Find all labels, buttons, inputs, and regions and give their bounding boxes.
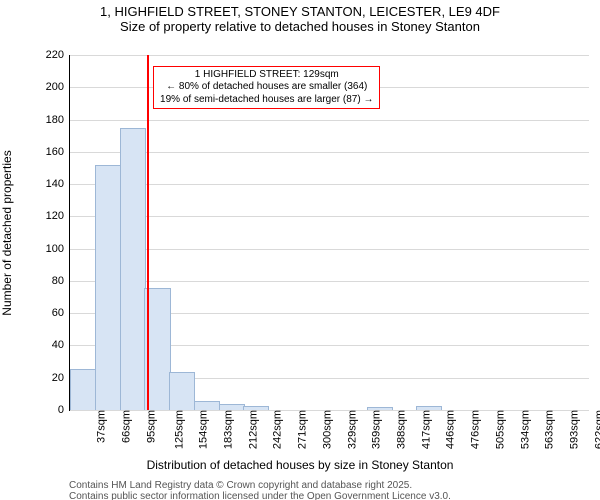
title-line-1: 1, HIGHFIELD STREET, STONEY STANTON, LEI…	[0, 4, 600, 19]
xtick-label: 154sqm	[192, 410, 210, 449]
footer-line-2: Contains public sector information licen…	[69, 491, 451, 500]
histogram-bar	[169, 372, 195, 410]
xtick-label: 271sqm	[291, 410, 309, 449]
xtick-label: 66sqm	[115, 410, 133, 443]
annotation-line: 19% of semi-detached houses are larger (…	[160, 94, 373, 107]
histogram-bar	[95, 165, 121, 410]
ytick-label: 220	[46, 49, 70, 61]
xtick-label: 622sqm	[587, 410, 600, 449]
xtick-label: 212sqm	[241, 410, 259, 449]
ytick-label: 140	[46, 178, 70, 190]
annotation-line: 1 HIGHFIELD STREET: 129sqm	[160, 69, 373, 82]
footer-block: Contains HM Land Registry data © Crown c…	[69, 480, 451, 500]
xtick-label: 300sqm	[315, 410, 333, 449]
xtick-label: 593sqm	[562, 410, 580, 449]
histogram-bar	[70, 369, 96, 410]
ytick-label: 180	[46, 114, 70, 126]
xtick-label: 242sqm	[266, 410, 284, 449]
histogram-bar	[194, 401, 220, 410]
ytick-label: 60	[52, 307, 70, 319]
xtick-label: 125sqm	[167, 410, 185, 449]
ytick-label: 120	[46, 210, 70, 222]
x-axis-label: Distribution of detached houses by size …	[0, 458, 600, 472]
annotation-box: 1 HIGHFIELD STREET: 129sqm← 80% of detac…	[153, 66, 380, 110]
plot-area: 02040608010012014016018020022037sqm66sqm…	[69, 55, 589, 411]
xtick-label: 476sqm	[464, 410, 482, 449]
xtick-label: 505sqm	[488, 410, 506, 449]
ytick-label: 200	[46, 81, 70, 93]
figure: 1, HIGHFIELD STREET, STONEY STANTON, LEI…	[0, 0, 600, 500]
footer-line-1: Contains HM Land Registry data © Crown c…	[69, 480, 451, 491]
annotation-line: ← 80% of detached houses are smaller (36…	[160, 81, 373, 94]
reference-line	[147, 55, 149, 410]
xtick-label: 417sqm	[414, 410, 432, 449]
ytick-label: 0	[58, 404, 70, 416]
xtick-label: 183sqm	[216, 410, 234, 449]
xtick-label: 534sqm	[513, 410, 531, 449]
xtick-label: 563sqm	[538, 410, 556, 449]
y-axis-label: Number of detached properties	[0, 150, 14, 315]
xtick-label: 37sqm	[90, 410, 108, 443]
ytick-label: 100	[46, 243, 70, 255]
title-block: 1, HIGHFIELD STREET, STONEY STANTON, LEI…	[0, 4, 600, 34]
ytick-label: 40	[52, 339, 70, 351]
xtick-label: 95sqm	[139, 410, 157, 443]
histogram-bar	[120, 128, 146, 410]
ytick-label: 20	[52, 372, 70, 384]
title-line-2: Size of property relative to detached ho…	[0, 19, 600, 34]
xtick-label: 329sqm	[340, 410, 358, 449]
ytick-label: 160	[46, 146, 70, 158]
xtick-label: 388sqm	[389, 410, 407, 449]
xtick-label: 359sqm	[365, 410, 383, 449]
xtick-label: 446sqm	[439, 410, 457, 449]
ytick-label: 80	[52, 275, 70, 287]
